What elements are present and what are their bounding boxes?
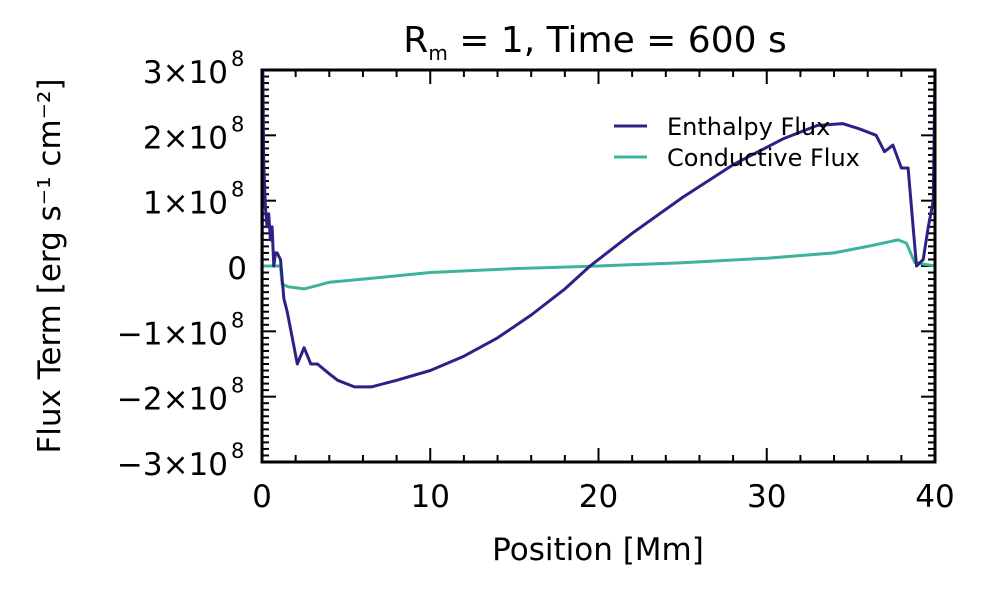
y-tick-label: 0 — [227, 251, 247, 287]
x-tick-label: 30 — [747, 479, 786, 515]
plot-frame — [260, 68, 937, 464]
x-axis-label: Position [Mm] — [492, 532, 704, 568]
series-line-conductive-flux — [262, 238, 936, 291]
y-tick-exponent: 8 — [231, 178, 244, 202]
x-tick-label: 0 — [252, 479, 272, 515]
series-line-enthalpy-flux — [260, 68, 937, 462]
y-tick-exponent: 8 — [231, 439, 244, 463]
chart-title: Rm = 1, Time = 600 s — [403, 20, 786, 65]
y-tick-exponent: 8 — [231, 308, 244, 332]
legend-label: Enthalpy Flux — [667, 113, 830, 141]
legend: Enthalpy Flux Conductive Flux — [614, 113, 860, 172]
x-tick-label: 20 — [579, 479, 618, 515]
x-tick-label: 40 — [915, 479, 954, 515]
legend-label: Conductive Flux — [667, 144, 860, 172]
y-tick-exponent: 8 — [231, 47, 244, 71]
x-tick-label: 10 — [411, 479, 450, 515]
y-tick-label: 1×10 — [143, 186, 228, 222]
y-tick-label: −2×10 — [117, 382, 228, 418]
y-tick-exponent: 8 — [231, 374, 244, 398]
y-tick-label: 3×10 — [143, 55, 228, 91]
y-tick-label: −3×10 — [117, 447, 228, 483]
y-tick-label: 2×10 — [143, 120, 228, 156]
y-axis-label: Flux Term [erg s⁻¹ cm⁻²] — [32, 78, 68, 453]
y-tick-label: −1×10 — [117, 316, 228, 352]
y-tick-exponent: 8 — [231, 112, 244, 136]
